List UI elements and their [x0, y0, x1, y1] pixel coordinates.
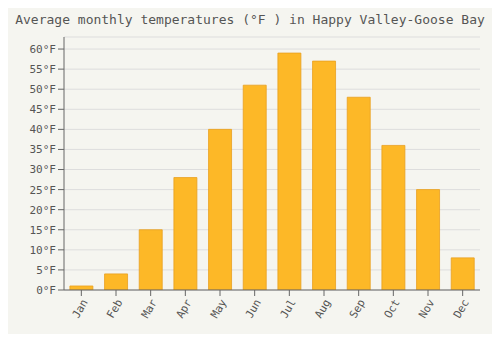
svg-text:50°F: 50°F	[30, 83, 57, 96]
svg-text:Mar: Mar	[139, 297, 160, 321]
svg-text:25°F: 25°F	[30, 184, 57, 197]
svg-text:5°F: 5°F	[36, 264, 56, 277]
svg-text:Sep: Sep	[347, 297, 368, 321]
svg-text:30°F: 30°F	[30, 163, 57, 176]
svg-text:15°F: 15°F	[30, 224, 57, 237]
svg-text:May: May	[208, 297, 229, 321]
svg-text:0°F: 0°F	[36, 284, 56, 297]
svg-text:Feb: Feb	[104, 297, 125, 321]
svg-text:Jun: Jun	[243, 297, 264, 321]
svg-text:Jan: Jan	[69, 297, 90, 321]
svg-text:Dec: Dec	[451, 297, 472, 321]
svg-text:45°F: 45°F	[30, 103, 57, 116]
svg-text:20°F: 20°F	[30, 204, 57, 217]
svg-text:60°F: 60°F	[30, 43, 57, 56]
svg-text:Nov: Nov	[416, 297, 437, 321]
svg-text:55°F: 55°F	[30, 63, 57, 76]
svg-text:10°F: 10°F	[30, 244, 57, 257]
svg-text:35°F: 35°F	[30, 143, 57, 156]
svg-text:Jul: Jul	[277, 297, 298, 321]
svg-text:Aug: Aug	[312, 297, 333, 321]
svg-text:Apr: Apr	[173, 297, 194, 321]
svg-text:40°F: 40°F	[30, 123, 57, 136]
html-text:Average monthly temperatures (: Average monthly temperatures (°F ) in Ha…	[15, 12, 485, 27]
svg-text:Oct: Oct	[381, 297, 402, 321]
